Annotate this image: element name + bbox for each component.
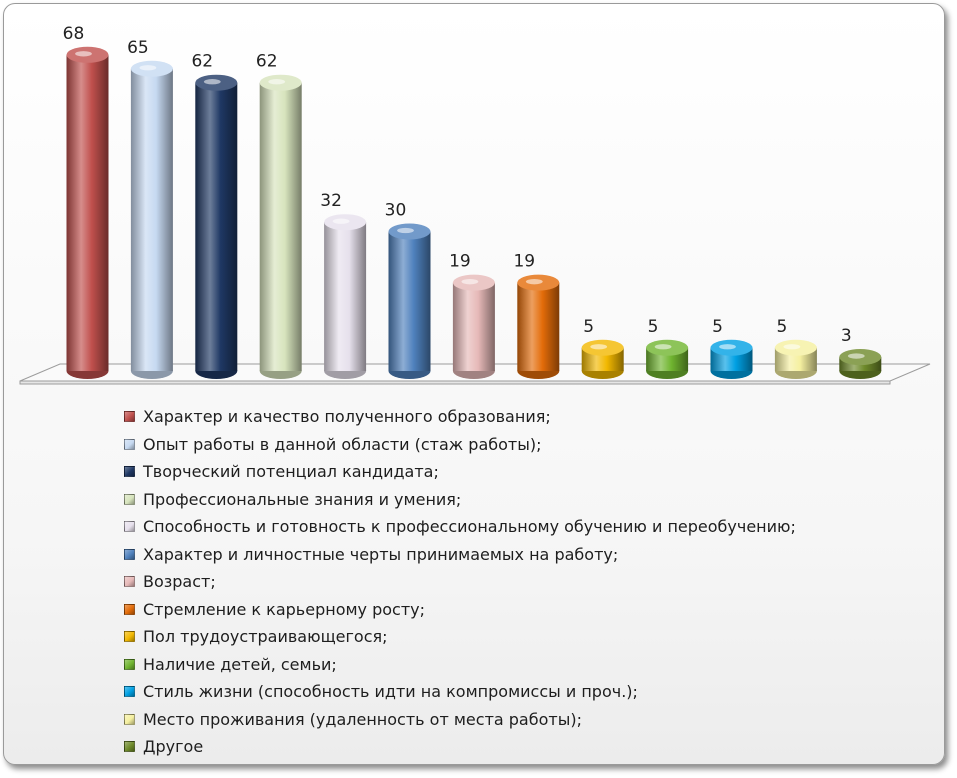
legend-swatch (124, 686, 135, 698)
data-label: 19 (513, 252, 535, 272)
data-label: 62 (256, 52, 278, 72)
bar-chart: 68 65 62 62 32 30 19 19 5 5 5 5 3 (19, 24, 931, 385)
legend-swatch (124, 521, 135, 533)
legend-label: Способность и готовность к профессиональ… (143, 517, 796, 537)
legend-item: Стремление к карьерному росту; (124, 596, 796, 624)
bar-highlight (75, 51, 92, 57)
bar-highlight (139, 65, 157, 71)
data-label: 32 (320, 191, 342, 211)
data-label: 5 (648, 317, 659, 337)
legend-swatch (124, 713, 135, 725)
legend-label: Другое (143, 737, 204, 757)
bar-highlight (461, 278, 479, 285)
bar-highlight (268, 79, 286, 85)
chart-floor-front (19, 380, 891, 385)
bar-highlight (847, 353, 865, 359)
legend-swatch (124, 466, 135, 478)
bar (517, 274, 560, 379)
legend-swatch (124, 411, 135, 423)
legend-swatch (124, 548, 135, 560)
legend-item: Пол трудоустраивающегося; (124, 623, 796, 651)
legend-item: Способность и готовность к профессиональ… (124, 513, 796, 541)
legend-label: Стремление к карьерному росту; (143, 599, 426, 619)
legend-item: Опыт работы в данной области (стаж работ… (124, 431, 796, 459)
legend-label: Наличие детей, семьи; (143, 654, 337, 674)
bar-highlight (332, 218, 350, 224)
bar (195, 74, 238, 379)
bar-body (66, 54, 109, 372)
bar (774, 339, 817, 379)
legend-label: Профессиональные знания и умения; (143, 489, 462, 509)
data-label: 3 (841, 326, 852, 346)
legend-item: Другое (124, 733, 796, 761)
bar-highlight (719, 344, 736, 350)
bar-body (517, 282, 560, 371)
legend-item: Профессиональные знания и умения; (124, 486, 796, 514)
bar (324, 214, 367, 379)
data-label: 19 (449, 252, 471, 272)
legend-swatch (124, 631, 135, 643)
legend-item: Возраст; (124, 568, 796, 596)
legend-item: Характер и личностные черты принимаемых … (124, 541, 796, 569)
legend-label: Место проживания (удаленность от места р… (143, 709, 582, 729)
bar (259, 74, 302, 379)
legend-item: Стиль жизни (способность идти на компром… (124, 678, 796, 706)
data-label: 5 (583, 317, 594, 337)
bar-body (324, 222, 367, 371)
bar-body (452, 282, 495, 371)
bar (581, 339, 624, 379)
legend-swatch (124, 576, 135, 588)
bar (452, 274, 495, 379)
bar (130, 60, 173, 379)
bar (646, 339, 689, 379)
data-label: 62 (191, 52, 213, 72)
bar-highlight (783, 344, 801, 350)
data-label: 5 (776, 317, 787, 337)
legend-item: Творческий потенциал кандидата; (124, 458, 796, 486)
bar-highlight (203, 79, 221, 85)
data-label: 5 (712, 317, 723, 337)
legend-swatch (124, 658, 135, 670)
legend-label: Характер и качество полученного образова… (143, 407, 551, 427)
bar (66, 46, 109, 379)
legend-label: Возраст; (143, 572, 216, 592)
legend-label: Характер и личностные черты принимаемых … (143, 544, 619, 564)
bar-highlight (590, 344, 608, 350)
bar-highlight (397, 227, 414, 234)
bar-highlight (525, 278, 543, 285)
legend-swatch (124, 493, 135, 505)
data-label: 30 (385, 201, 407, 221)
legend-item: Место проживания (удаленность от места р… (124, 706, 796, 734)
legend-swatch (124, 438, 135, 450)
bar-highlight (654, 344, 672, 350)
data-label: 65 (127, 38, 149, 58)
legend-label: Стиль жизни (способность идти на компром… (143, 682, 638, 702)
legend-label: Творческий потенциал кандидата; (143, 462, 439, 482)
bar-body (195, 82, 238, 371)
bar-body (259, 82, 302, 371)
legend: Характер и качество полученного образова… (124, 403, 796, 761)
bar (839, 349, 882, 379)
data-label: 68 (63, 24, 85, 44)
bar (388, 223, 431, 379)
legend-label: Опыт работы в данной области (стаж работ… (143, 434, 542, 454)
legend-swatch (124, 603, 135, 615)
legend-swatch (124, 741, 135, 753)
bar (710, 339, 753, 379)
bar-body (130, 68, 173, 371)
bar-body (388, 231, 431, 371)
legend-item: Наличие детей, семьи; (124, 651, 796, 679)
legend-item: Характер и качество полученного образова… (124, 403, 796, 431)
legend-label: Пол трудоустраивающегося; (143, 627, 388, 647)
